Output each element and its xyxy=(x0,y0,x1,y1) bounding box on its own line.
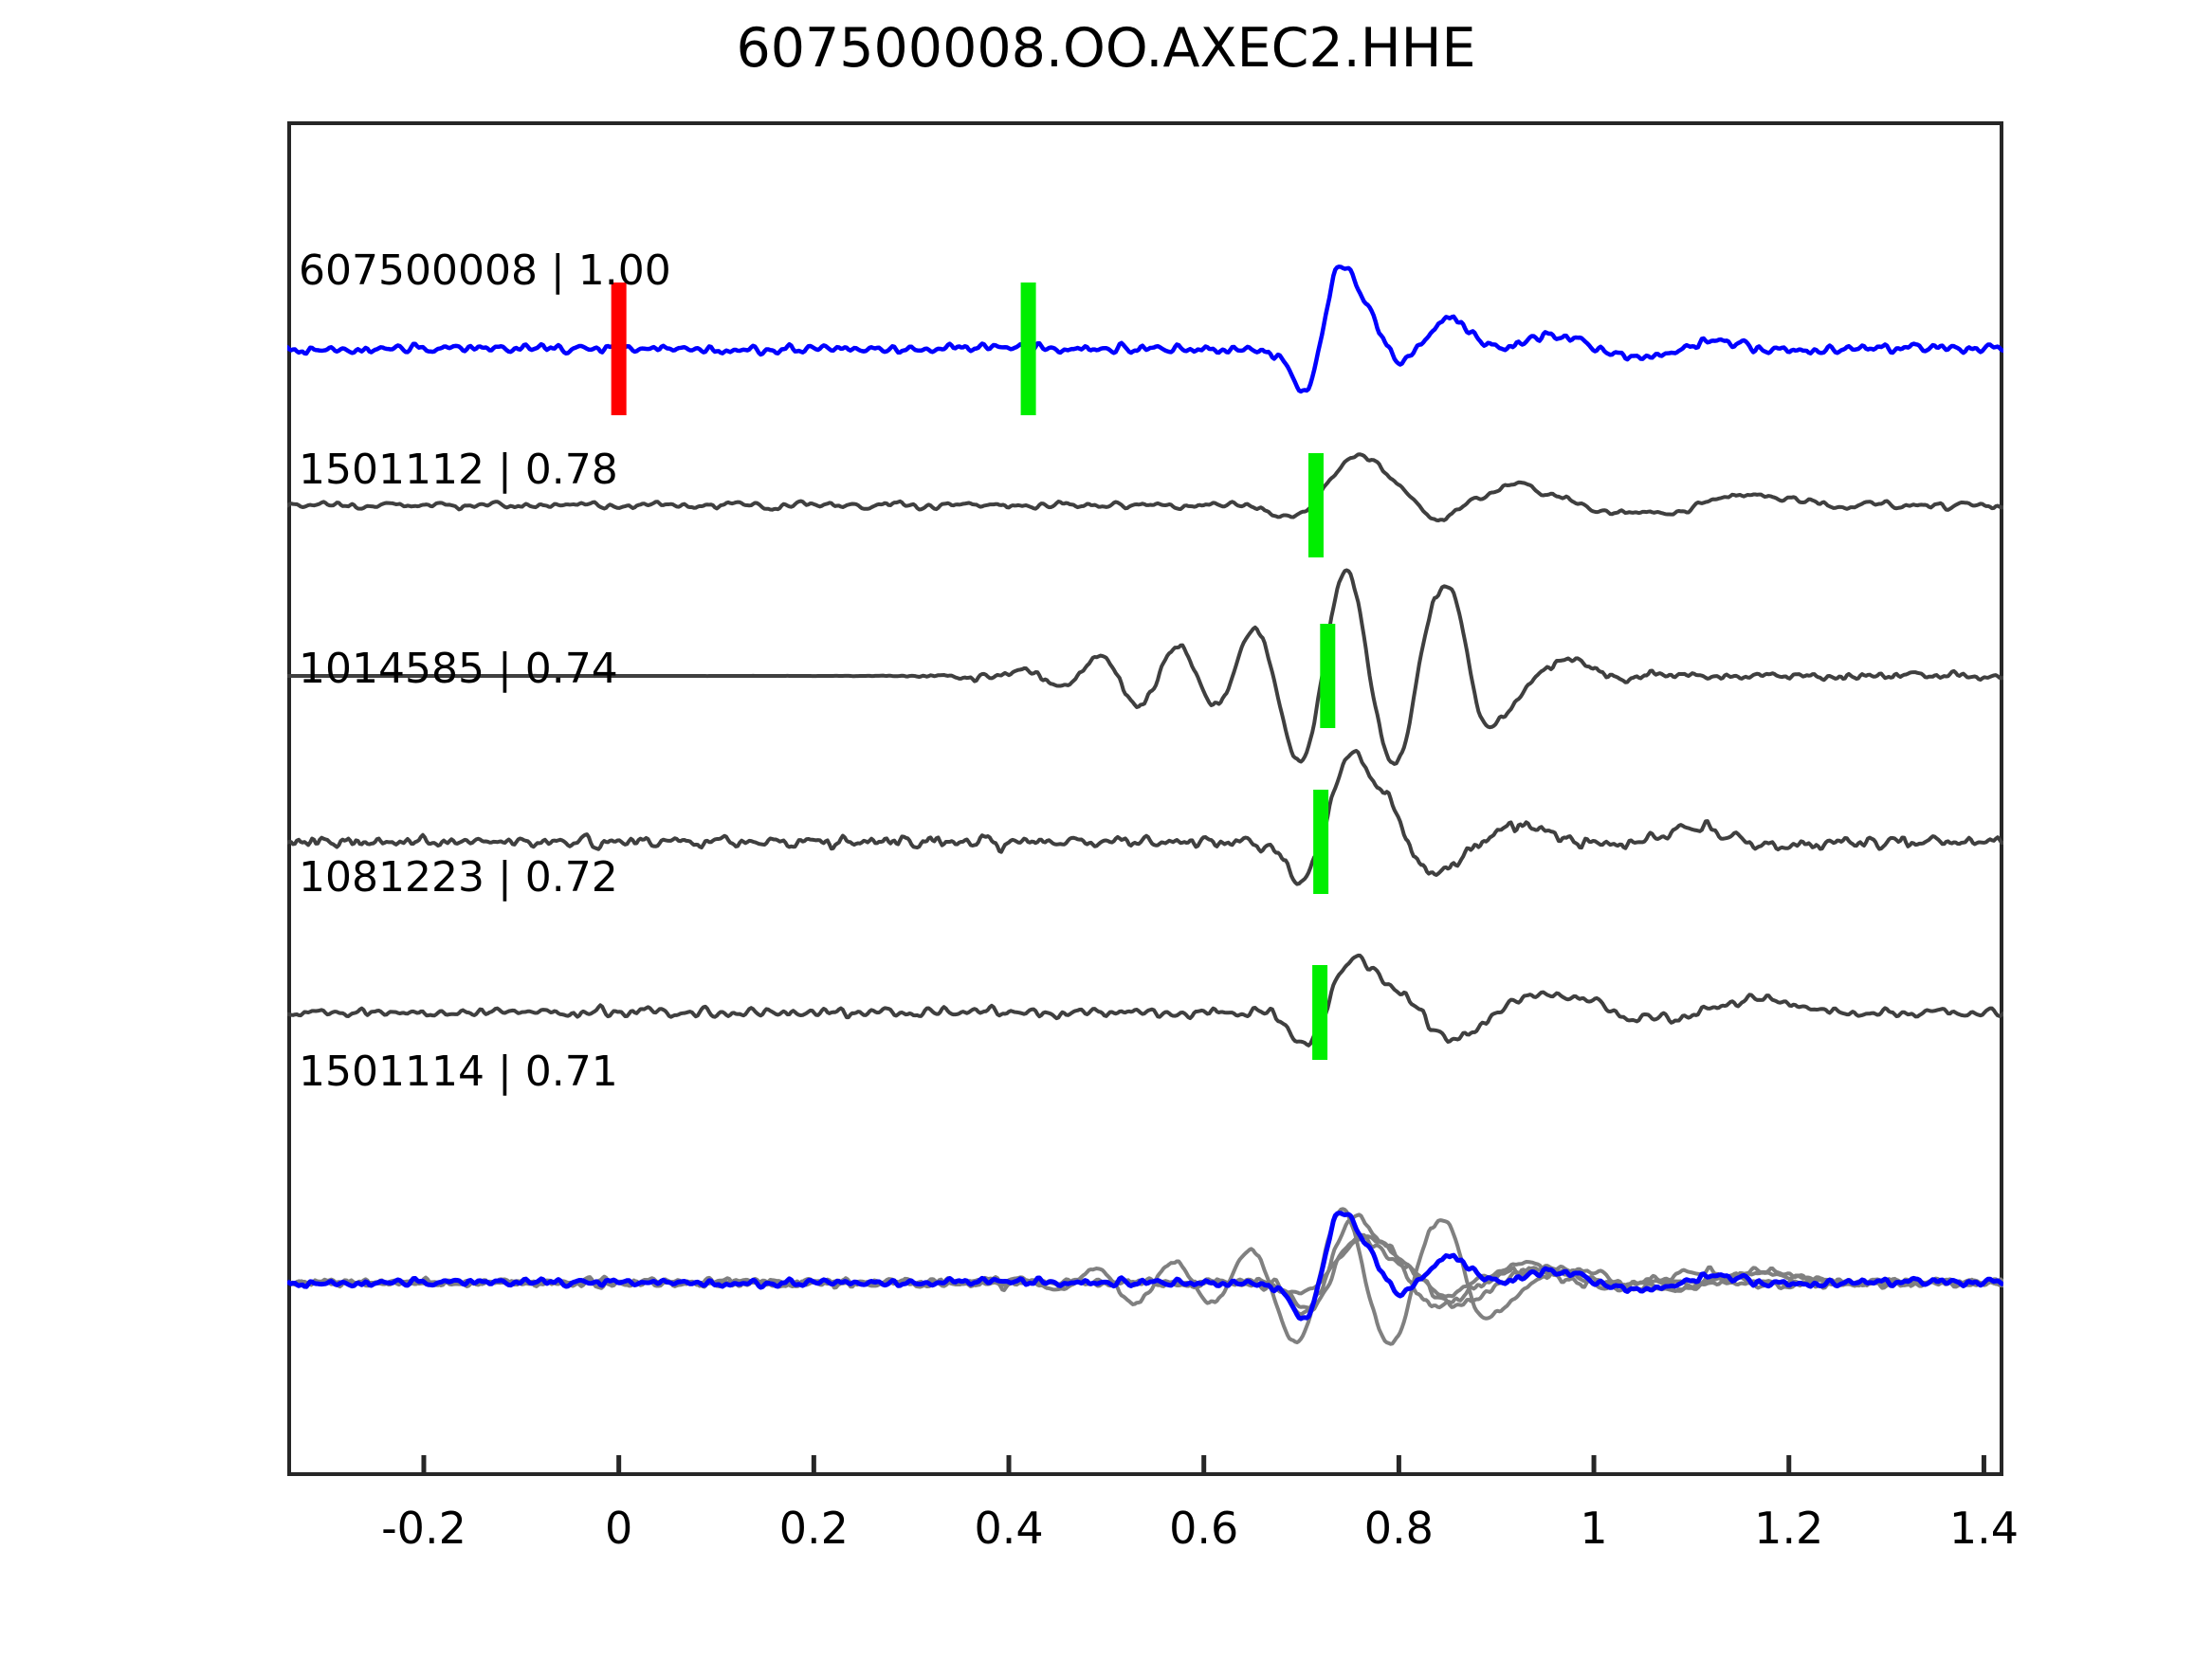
x-tick-label-6: 1 xyxy=(1580,1503,1608,1554)
overlay-trace-1 xyxy=(294,1234,2003,1299)
waveform-trace-0 xyxy=(287,264,2003,394)
trace-label-3: 1081223 | 0.72 xyxy=(299,853,618,902)
trace-label-4: 1501114 | 0.71 xyxy=(299,1048,618,1096)
overlay-trace-4 xyxy=(290,1232,2003,1313)
x-tick-label-3: 0.4 xyxy=(974,1503,1044,1554)
waveform-plot xyxy=(287,121,2003,1476)
trace-label-2: 1014585 | 0.74 xyxy=(299,645,618,693)
x-tick-label-4: 0.6 xyxy=(1169,1503,1239,1554)
plot-area xyxy=(287,121,2003,1476)
overlay-trace-3 xyxy=(289,1212,2003,1317)
waveform-trace-1 xyxy=(287,452,2003,522)
waveform-trace-3 xyxy=(287,748,2003,886)
x-tick-label-5: 0.8 xyxy=(1363,1503,1434,1554)
plot-frame xyxy=(287,121,2003,1476)
x-tick-label-8: 1.4 xyxy=(1948,1503,2019,1554)
waveform-trace-2 xyxy=(287,568,2003,766)
page-title: 607500008.OO.AXEC2.HHE xyxy=(736,17,1476,80)
trace-label-1: 1501112 | 0.78 xyxy=(299,446,618,494)
trace-label-0: 607500008 | 1.00 xyxy=(299,246,671,295)
x-tick-label-7: 1.2 xyxy=(1754,1503,1824,1554)
waveform-trace-4 xyxy=(287,953,2003,1048)
overlay-trace-reference xyxy=(287,1211,2003,1322)
x-tick-label-1: 0 xyxy=(605,1503,633,1554)
x-tick-label-0: -0.2 xyxy=(381,1503,466,1554)
x-axis-ticklabels: -0.2 0 0.2 0.4 0.6 0.8 1 1.2 1.4 xyxy=(0,1503,2212,1569)
x-tick-label-2: 0.2 xyxy=(778,1503,849,1554)
